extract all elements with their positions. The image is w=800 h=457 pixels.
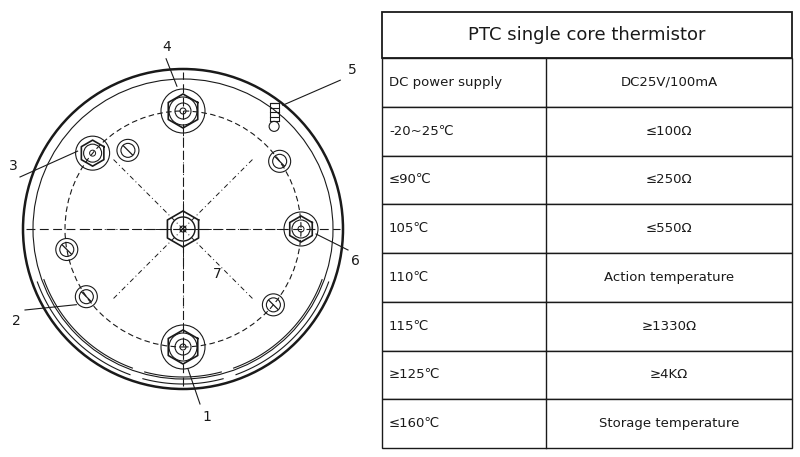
- Text: 5: 5: [348, 63, 357, 77]
- Bar: [382, 302, 792, 351]
- Text: ≤160℃: ≤160℃: [389, 417, 440, 430]
- Bar: [382, 107, 792, 155]
- Bar: [382, 253, 792, 302]
- Text: 110℃: 110℃: [389, 271, 430, 284]
- Text: PTC single core thermistor: PTC single core thermistor: [468, 26, 706, 44]
- Text: -20~25℃: -20~25℃: [389, 125, 454, 138]
- Text: 7: 7: [213, 267, 222, 281]
- Text: Action temperature: Action temperature: [604, 271, 734, 284]
- Bar: [382, 58, 792, 107]
- Text: DC25V/100mA: DC25V/100mA: [620, 76, 718, 89]
- Text: 1: 1: [202, 410, 211, 424]
- Text: ≤90℃: ≤90℃: [389, 173, 432, 186]
- Text: 2: 2: [12, 314, 21, 328]
- Bar: [382, 399, 792, 448]
- Text: 4: 4: [162, 40, 171, 54]
- Bar: [382, 12, 792, 58]
- Text: ≥1330Ω: ≥1330Ω: [642, 319, 697, 333]
- Text: ≥4KΩ: ≥4KΩ: [650, 368, 688, 382]
- Text: DC power supply: DC power supply: [389, 76, 502, 89]
- Bar: [382, 155, 792, 204]
- Text: 6: 6: [351, 254, 360, 268]
- Text: ≤550Ω: ≤550Ω: [646, 222, 692, 235]
- Text: 3: 3: [10, 159, 18, 173]
- Text: ≤250Ω: ≤250Ω: [646, 173, 692, 186]
- Text: 115℃: 115℃: [389, 319, 430, 333]
- Text: Storage temperature: Storage temperature: [599, 417, 739, 430]
- Text: ≤100Ω: ≤100Ω: [646, 125, 692, 138]
- Text: ≥125℃: ≥125℃: [389, 368, 441, 382]
- Text: 105℃: 105℃: [389, 222, 430, 235]
- Bar: [382, 204, 792, 253]
- Bar: [382, 351, 792, 399]
